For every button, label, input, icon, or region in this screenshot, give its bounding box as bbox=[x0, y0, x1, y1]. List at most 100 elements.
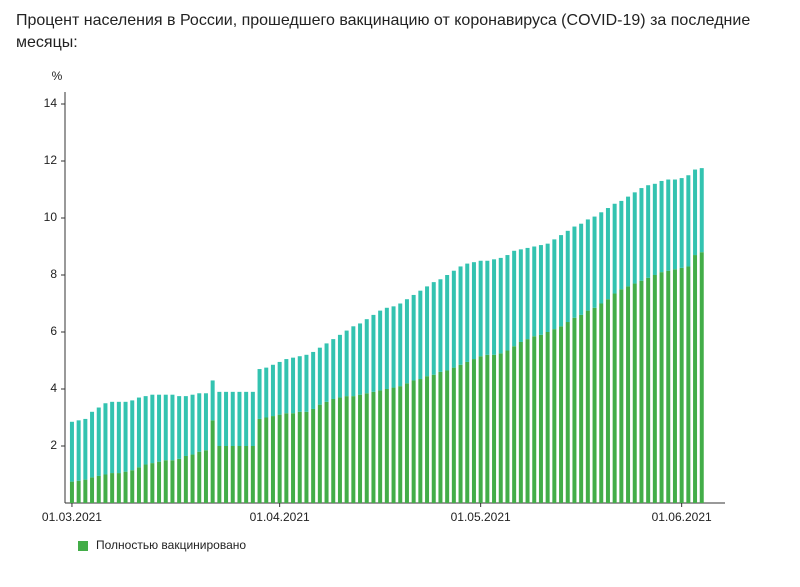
bar-segment bbox=[190, 454, 195, 503]
bar-segment bbox=[344, 396, 349, 503]
bar-segment bbox=[592, 307, 597, 503]
bar-segment bbox=[384, 307, 389, 389]
y-tick-label: 6 bbox=[50, 324, 57, 338]
bar-segment bbox=[693, 169, 698, 256]
bar-segment bbox=[170, 394, 175, 461]
bar-segment bbox=[612, 203, 617, 294]
bar-segment bbox=[652, 275, 657, 503]
bar-segment bbox=[411, 380, 416, 503]
bar-segment bbox=[311, 408, 316, 503]
bar-segment bbox=[532, 336, 537, 503]
bar-segment bbox=[270, 416, 275, 503]
bar-segment bbox=[398, 303, 403, 387]
y-tick-label: 8 bbox=[50, 267, 57, 281]
bar-segment bbox=[619, 200, 624, 290]
bar-segment bbox=[498, 257, 503, 354]
bar-segment bbox=[210, 380, 215, 421]
bar-segment bbox=[512, 250, 517, 347]
bar-segment bbox=[358, 394, 363, 503]
bar-segment bbox=[197, 451, 202, 503]
bar-segment bbox=[445, 275, 450, 371]
bar-segment bbox=[585, 219, 590, 311]
bar-segment bbox=[431, 374, 436, 503]
bar-segment bbox=[646, 185, 651, 278]
bar-segment bbox=[90, 411, 95, 478]
bar-segment bbox=[465, 263, 470, 362]
bar-segment bbox=[224, 446, 229, 503]
bar-segment bbox=[351, 326, 356, 397]
bar-segment bbox=[317, 347, 322, 405]
bar-segment bbox=[666, 270, 671, 503]
bar-segment bbox=[411, 294, 416, 381]
bar-segment bbox=[150, 394, 155, 464]
bar-segment bbox=[384, 389, 389, 503]
bar-segment bbox=[123, 471, 128, 503]
bar-segment bbox=[686, 266, 691, 503]
bar-segment bbox=[103, 403, 108, 475]
bar-segment bbox=[210, 420, 215, 503]
bar-segment bbox=[666, 179, 671, 271]
bar-segment bbox=[103, 474, 108, 503]
bar-segment bbox=[90, 477, 95, 503]
bar-segment bbox=[116, 473, 121, 503]
bar-segment bbox=[579, 314, 584, 503]
bar-segment bbox=[297, 356, 302, 412]
bar-segment bbox=[331, 339, 336, 399]
bar-segment bbox=[679, 178, 684, 268]
bar-segment bbox=[110, 473, 115, 503]
bar-segment bbox=[190, 394, 195, 455]
bar-segment bbox=[237, 391, 242, 446]
bar-segment bbox=[626, 196, 631, 287]
bar-segment bbox=[83, 479, 88, 503]
legend-swatch bbox=[78, 541, 88, 551]
bar-segment bbox=[197, 393, 202, 452]
bar-segment bbox=[559, 326, 564, 503]
bar-segment bbox=[619, 289, 624, 503]
bar-segment bbox=[632, 283, 637, 503]
x-tick-label: 01.03.2021 bbox=[42, 510, 102, 524]
bar-segment bbox=[291, 357, 296, 414]
bar-segment bbox=[626, 286, 631, 503]
bar-segment bbox=[378, 310, 383, 391]
bar-segment bbox=[157, 461, 162, 503]
bar-segment bbox=[157, 394, 162, 462]
bar-segment bbox=[69, 421, 74, 482]
bar-segment bbox=[686, 175, 691, 267]
bar-segment bbox=[371, 314, 376, 392]
bar-segment bbox=[612, 293, 617, 503]
bar-segment bbox=[699, 252, 704, 503]
bar-segment bbox=[485, 354, 490, 503]
bar-segment bbox=[163, 394, 168, 461]
bar-segment bbox=[632, 192, 637, 284]
bar-segment bbox=[639, 188, 644, 281]
x-tick-label: 01.05.2021 bbox=[451, 510, 511, 524]
bar-segment bbox=[646, 277, 651, 503]
bar-segment bbox=[445, 370, 450, 503]
bar-segment bbox=[250, 391, 255, 446]
bar-segment bbox=[264, 417, 269, 503]
bar-segment bbox=[545, 332, 550, 503]
bar-segment bbox=[277, 414, 282, 503]
bar-segment bbox=[337, 334, 342, 398]
bar-segment bbox=[331, 398, 336, 503]
bar-segment bbox=[418, 379, 423, 503]
bar-segment bbox=[257, 418, 262, 503]
bar-segment bbox=[505, 255, 510, 351]
bar-segment bbox=[230, 391, 235, 446]
bar-segment bbox=[136, 397, 141, 468]
bar-segment bbox=[498, 353, 503, 503]
bar-segment bbox=[391, 387, 396, 503]
bar-segment bbox=[672, 179, 677, 270]
bar-segment bbox=[297, 411, 302, 503]
bar-segment bbox=[505, 350, 510, 503]
y-tick-label: 14 bbox=[44, 96, 58, 110]
bar-segment bbox=[217, 391, 222, 446]
bar-segment bbox=[471, 262, 476, 360]
bar-segment bbox=[150, 463, 155, 503]
bar-segment bbox=[545, 243, 550, 332]
bar-segment bbox=[224, 391, 229, 446]
bar-segment bbox=[203, 450, 208, 503]
bar-segment bbox=[217, 446, 222, 503]
